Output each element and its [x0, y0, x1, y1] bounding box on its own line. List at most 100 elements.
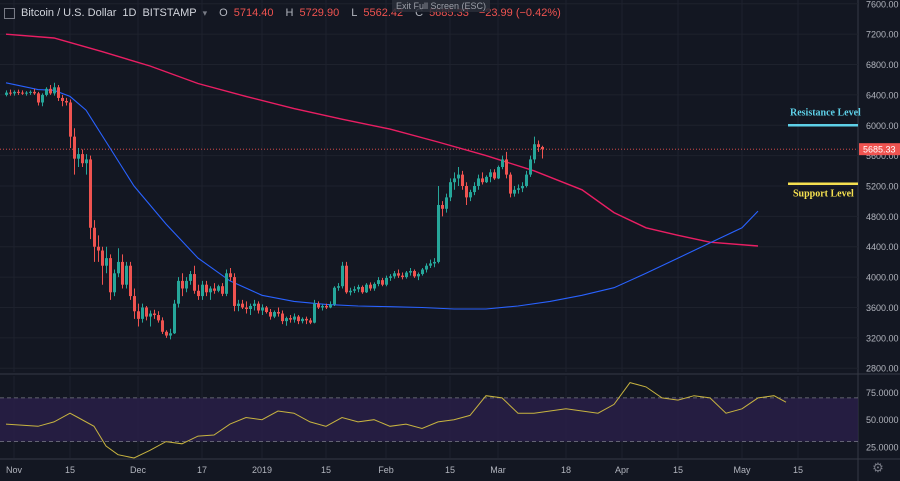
time-tick-label: Dec: [130, 465, 147, 475]
candle: [461, 170, 464, 190]
support-label: Support Level: [793, 189, 854, 200]
candle-body: [9, 92, 12, 94]
candle: [361, 285, 364, 294]
candle-body: [249, 305, 252, 309]
candle: [193, 265, 196, 294]
candle-body: [533, 144, 536, 160]
rsi-panel: [0, 382, 858, 459]
candle: [289, 315, 292, 323]
candle-body: [333, 287, 336, 305]
candle-body: [21, 92, 24, 94]
candle-body: [385, 277, 388, 285]
candle: [317, 301, 320, 309]
price-tick-label: 6400.00: [866, 90, 899, 100]
candle: [397, 269, 400, 278]
candle: [401, 272, 404, 280]
candle: [201, 280, 204, 300]
candle-body: [281, 313, 284, 322]
time-tick-label: Apr: [615, 465, 629, 475]
candle: [493, 169, 496, 180]
candle-body: [185, 280, 188, 289]
candle-body: [253, 303, 256, 306]
candle: [477, 174, 480, 190]
candle: [285, 316, 288, 326]
candlestick-series: [5, 82, 544, 340]
candle-body: [497, 167, 500, 179]
chevron-down-icon[interactable]: ▾: [202, 7, 208, 18]
candle: [421, 267, 424, 276]
candle: [305, 316, 308, 325]
candle: [177, 277, 180, 308]
candle-body: [109, 258, 112, 293]
candle-body: [209, 288, 212, 293]
candle-body: [217, 286, 220, 291]
candle: [325, 303, 328, 309]
candle: [353, 286, 356, 294]
candle-body: [89, 159, 92, 228]
candle-body: [101, 250, 104, 266]
candle: [245, 301, 248, 314]
symbol-name[interactable]: Bitcoin / U.S. Dollar: [21, 7, 117, 19]
candle: [369, 282, 372, 291]
symbol-grid-icon[interactable]: [4, 7, 15, 19]
candle: [257, 301, 260, 314]
candle: [273, 310, 276, 319]
candle-body: [317, 303, 320, 308]
candle: [149, 310, 152, 327]
candle: [133, 288, 136, 319]
candle-body: [433, 261, 436, 264]
time-tick-label: 15: [65, 465, 75, 475]
candle: [485, 175, 488, 183]
candle-body: [41, 94, 44, 103]
candle: [301, 317, 304, 324]
price-tick-label: 6000.00: [866, 121, 899, 131]
candle-body: [161, 320, 164, 332]
candle: [77, 148, 80, 168]
candle: [537, 140, 540, 152]
candle: [373, 282, 376, 291]
candle-body: [441, 204, 444, 209]
support-resistance-annotations: Resistance Level Support Level: [788, 107, 861, 200]
candle-body: [537, 144, 540, 147]
candle: [417, 272, 420, 281]
candle-body: [369, 284, 372, 289]
candle-body: [177, 280, 180, 304]
candle: [433, 258, 436, 268]
price-tick-label: 7600.00: [866, 0, 899, 9]
candle: [429, 259, 432, 268]
price-tick-label: 4800.00: [866, 212, 899, 222]
candle-body: [193, 274, 196, 291]
candle-body: [337, 286, 340, 288]
candle-body: [137, 311, 140, 319]
candle: [181, 273, 184, 297]
candle-body: [429, 263, 432, 266]
candle: [329, 301, 332, 309]
candle: [437, 186, 440, 264]
candle-body: [149, 313, 152, 317]
candle: [53, 82, 56, 96]
candle-body: [265, 307, 268, 313]
candle: [409, 267, 412, 276]
candle-body: [153, 313, 156, 316]
candle: [205, 280, 208, 297]
candle-body: [349, 290, 352, 293]
candle-body: [417, 274, 420, 277]
candle: [21, 90, 24, 95]
candle: [385, 275, 388, 287]
candle: [45, 87, 48, 97]
moving-average-slow: [5, 33, 759, 247]
candle: [13, 90, 16, 96]
candle-body: [125, 265, 128, 285]
candle-body: [5, 92, 8, 95]
candle-body: [297, 316, 300, 322]
interval[interactable]: 1D: [122, 7, 137, 19]
gear-icon[interactable]: ⚙: [872, 460, 884, 475]
candle-body: [345, 265, 348, 293]
candle-body: [81, 154, 84, 164]
candle-body: [17, 91, 20, 93]
exchange: BITSTAMP: [142, 7, 197, 19]
candle-body: [313, 303, 316, 323]
candle: [61, 94, 64, 107]
candle-body: [357, 286, 360, 290]
